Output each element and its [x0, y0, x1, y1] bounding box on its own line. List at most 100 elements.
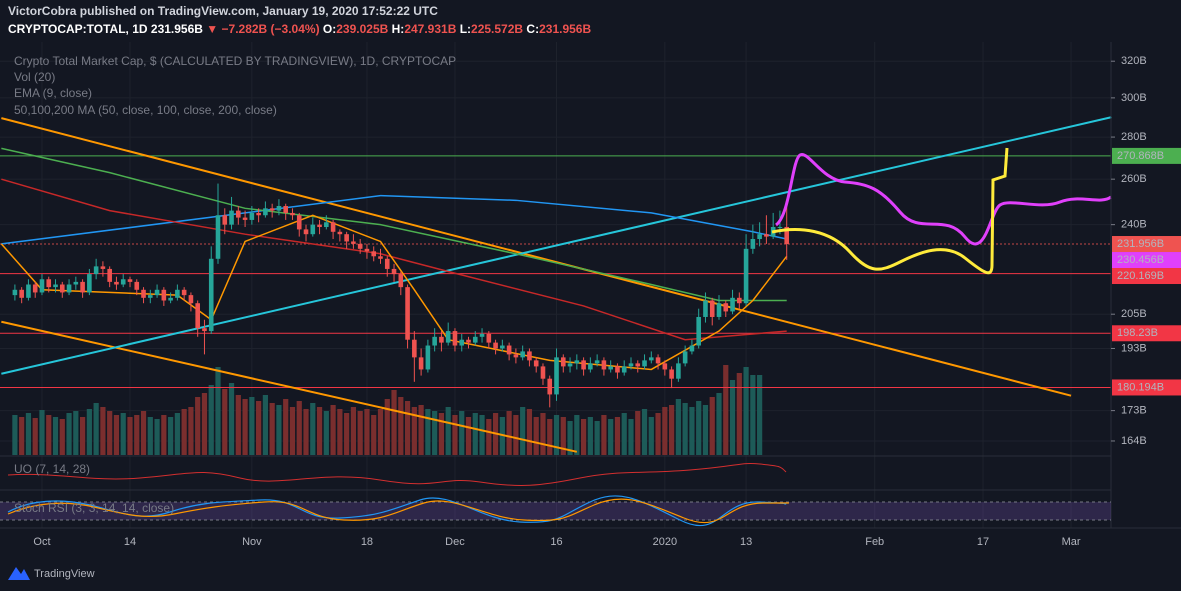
- ma-line: [1, 147, 787, 302]
- x-tick-label: Oct: [33, 536, 50, 548]
- candle-body: [107, 268, 112, 282]
- x-tick-label: 17: [977, 536, 989, 548]
- x-tick-label: 2020: [653, 536, 677, 548]
- volume-bar: [147, 417, 153, 455]
- volume-bar: [262, 395, 268, 455]
- candle-body: [249, 212, 255, 220]
- price-label-box: [1112, 147, 1181, 164]
- candle-body: [581, 360, 586, 370]
- candle-body: [439, 336, 444, 343]
- price-label: 198.23B: [1117, 327, 1158, 339]
- volume-bar: [547, 419, 553, 455]
- candle-body: [466, 339, 471, 343]
- candle-body: [452, 331, 458, 346]
- axes: Oct 14 Nov 18 Dec 16 2020 13 Feb 17 Mar 320B 300B 280…: [33, 55, 1181, 548]
- x-tick-label: 14: [124, 536, 136, 548]
- candle-body: [560, 357, 566, 367]
- candle-body: [202, 328, 207, 332]
- candle-body: [513, 354, 519, 358]
- volume-bar: [134, 415, 140, 455]
- ohlc-part: C:: [526, 22, 539, 36]
- volume-bar: [425, 409, 431, 455]
- ohlc-part: 225.572B: [471, 22, 526, 36]
- trendline: [1, 117, 1072, 397]
- candle-body: [344, 234, 349, 242]
- candle-body: [696, 316, 701, 346]
- volume-bar: [614, 417, 621, 455]
- candle-body: [784, 226, 790, 245]
- candle-body: [716, 303, 722, 317]
- ohlc-part: L:: [460, 22, 471, 36]
- candle-body: [676, 363, 681, 379]
- volume-bar: [215, 367, 221, 455]
- candle-body: [120, 279, 126, 285]
- volume-bar: [127, 417, 133, 455]
- y-tick-label: 280B: [1121, 131, 1147, 143]
- projection-yellow: [771, 147, 1009, 275]
- volume-bar: [384, 399, 390, 455]
- candle-body: [777, 226, 783, 228]
- y-tick-label: 300B: [1121, 92, 1147, 104]
- volume-bar: [465, 417, 472, 455]
- volume-bar: [330, 405, 336, 455]
- candle-body: [283, 206, 289, 213]
- candle-body: [682, 351, 688, 364]
- volume-bar: [249, 397, 255, 455]
- candle-body: [181, 289, 187, 296]
- candle-body: [669, 369, 674, 379]
- volume-bar: [337, 409, 343, 455]
- ohlc-part: CRYPTOCAP:TOTAL, 1D: [8, 22, 151, 36]
- candle-body: [256, 212, 261, 216]
- candle-body: [222, 215, 228, 225]
- candle-body: [215, 215, 221, 259]
- volume-bar: [310, 403, 316, 455]
- volume-bar: [46, 415, 52, 455]
- volume-bar: [641, 409, 648, 455]
- volume-bar: [743, 367, 749, 455]
- volume-bar: [689, 407, 695, 455]
- candle-body: [472, 336, 478, 343]
- candle-body: [540, 366, 546, 379]
- candle-body: [500, 345, 505, 349]
- candle-body: [32, 284, 38, 293]
- price-label-box: [1112, 252, 1181, 269]
- candle-body: [486, 333, 492, 343]
- candle-body: [242, 217, 248, 220]
- uo-line: [7, 462, 787, 486]
- x-tick-label: 13: [740, 536, 752, 548]
- candle-body: [418, 357, 424, 370]
- trendline: [1, 116, 1112, 375]
- candle-body: [175, 289, 180, 298]
- volume-bar: [222, 389, 228, 455]
- volume-bar: [682, 403, 688, 455]
- price-label: 270.868B: [1117, 150, 1164, 162]
- legend-main: Crypto Total Market Cap, $ (CALCULATED B…: [14, 54, 456, 68]
- volume-bar: [750, 375, 756, 455]
- volume-bar: [242, 399, 248, 455]
- candle-body: [357, 243, 363, 249]
- candle-body: [709, 300, 715, 317]
- candle-body: [19, 289, 24, 298]
- price-label: 231.956B: [1117, 238, 1164, 250]
- candle-body: [303, 229, 309, 235]
- volume-bar: [195, 397, 201, 455]
- ma-line: [1, 178, 787, 341]
- volume-bar: [12, 415, 18, 455]
- candle-body: [703, 300, 708, 317]
- volume-bar: [73, 411, 79, 455]
- candle-body: [296, 215, 302, 230]
- y-tick-label: 205B: [1121, 308, 1147, 320]
- volume-bar: [174, 413, 180, 455]
- candle-body: [730, 297, 735, 312]
- candle-body: [635, 363, 641, 367]
- candle-body: [642, 360, 647, 367]
- logo: TradingView: [8, 567, 95, 580]
- y-tick-label: 173B: [1121, 405, 1147, 417]
- price-label-box: [1112, 325, 1181, 342]
- candle-body: [737, 297, 742, 304]
- volume-bar: [587, 417, 593, 455]
- candle-body: [87, 274, 92, 293]
- volume-bar: [506, 411, 512, 455]
- y-tick-label: 164B: [1121, 435, 1147, 447]
- candle-body: [615, 366, 620, 373]
